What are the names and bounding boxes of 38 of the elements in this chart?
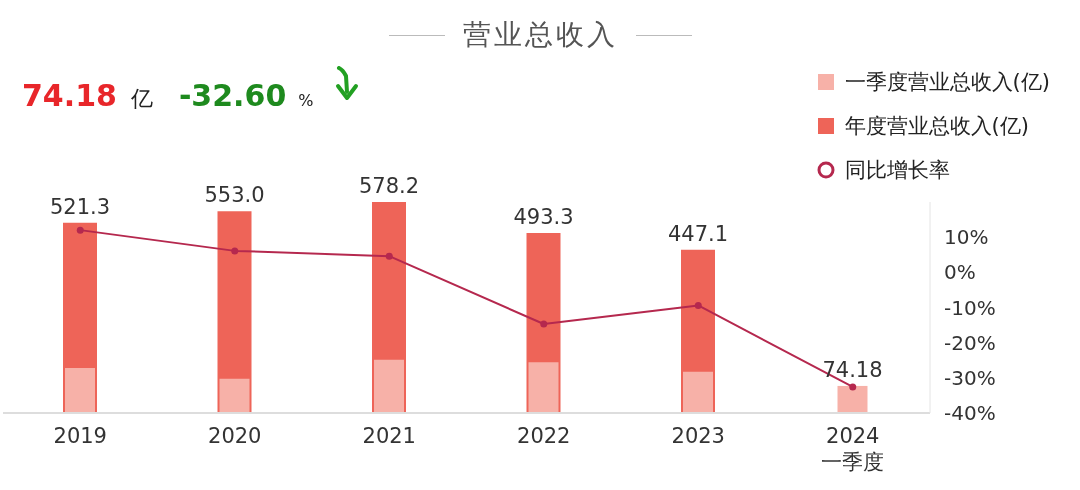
bar <box>374 359 404 413</box>
x-tick-label: 2019 <box>53 424 107 448</box>
point <box>540 320 548 328</box>
x-tick-label: 2021 <box>362 424 416 448</box>
y2-tick-label: -10% <box>944 295 996 320</box>
y2-tick-label: -30% <box>944 365 996 390</box>
bar <box>528 362 559 413</box>
legend-label: 年度营业总收入(亿) <box>844 113 1029 140</box>
y2-tick-label: -40% <box>944 401 996 426</box>
data-label: 74.18 <box>822 357 883 382</box>
x-tick-label: 2022 <box>517 424 571 448</box>
point <box>76 226 84 234</box>
chart-title: 营业总收入 <box>462 17 618 53</box>
x-tick-label: 2024 一季度 <box>821 424 885 474</box>
y2-tick-label: 10% <box>944 225 989 250</box>
bar <box>65 368 95 413</box>
point <box>231 247 239 255</box>
bar <box>837 385 868 413</box>
x-tick-label: 2023 <box>671 424 725 448</box>
data-label: 493.3 <box>513 204 574 229</box>
bar <box>683 371 713 413</box>
point <box>849 383 857 391</box>
y2-tick-label: 0% <box>944 260 976 285</box>
legend-label: 一季度营业总收入(亿) <box>844 69 1050 96</box>
text: -32.60 <box>178 78 287 113</box>
legend-label: 同比增长率 <box>844 157 950 184</box>
text: % <box>298 91 314 110</box>
point <box>385 252 393 260</box>
bar <box>219 378 250 413</box>
data-label: 578.2 <box>358 174 420 198</box>
data-label: 447.1 <box>667 221 729 246</box>
point <box>694 301 702 309</box>
y2-tick-label: -20% <box>944 330 996 355</box>
text: 亿 <box>130 85 153 113</box>
text: 74.18 <box>22 78 117 113</box>
x-tick-label: 2020 <box>208 424 262 448</box>
data-label: 521.3 <box>49 194 111 219</box>
data-label: 553.0 <box>204 183 265 208</box>
